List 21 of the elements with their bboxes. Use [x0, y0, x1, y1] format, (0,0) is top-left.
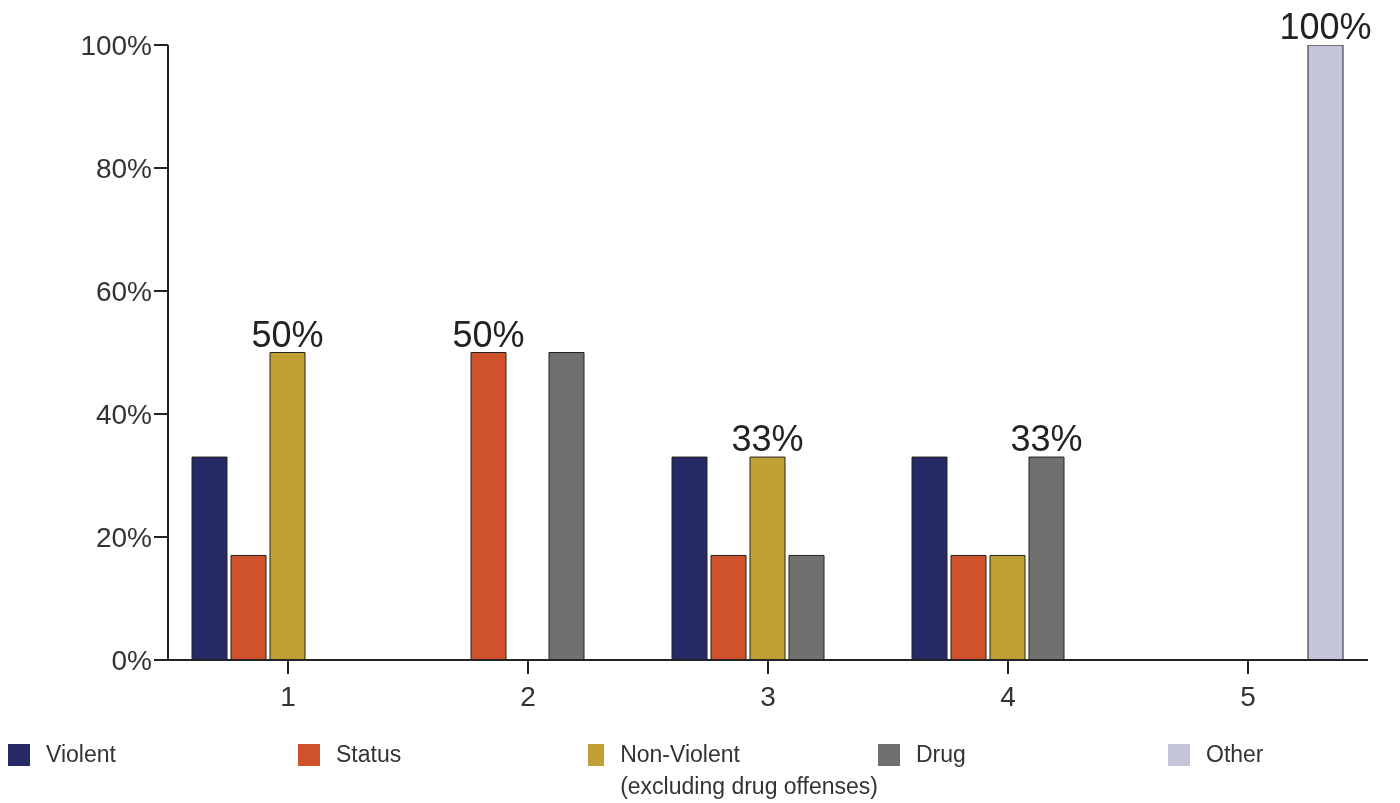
y-tick-label: 80% — [95, 152, 152, 184]
data-label: 33% — [1010, 418, 1083, 460]
legend-label: Non-Violent (excluding drug offenses) — [620, 740, 878, 801]
legend-label: Drug — [916, 740, 966, 769]
legend-label: Other — [1206, 740, 1264, 769]
y-tick-label: 0% — [111, 644, 152, 676]
y-tick-label: 100% — [80, 29, 152, 61]
y-tick-label: 60% — [95, 275, 152, 307]
legend-label: Status — [336, 740, 402, 769]
x-tick-label: 1 — [280, 680, 296, 712]
data-label: 50% — [251, 313, 324, 355]
y-tick-label: 20% — [95, 521, 152, 553]
data-label: 33% — [731, 418, 804, 460]
legend-label: Violent — [46, 740, 116, 769]
y-tick-label: 40% — [95, 398, 152, 430]
data-label: 50% — [452, 313, 525, 355]
data-label: 100% — [1279, 6, 1372, 47]
x-tick-label: 5 — [1240, 680, 1256, 712]
x-tick-label: 3 — [760, 680, 776, 712]
x-tick-label: 2 — [520, 680, 536, 712]
x-tick-label: 4 — [1000, 680, 1016, 712]
